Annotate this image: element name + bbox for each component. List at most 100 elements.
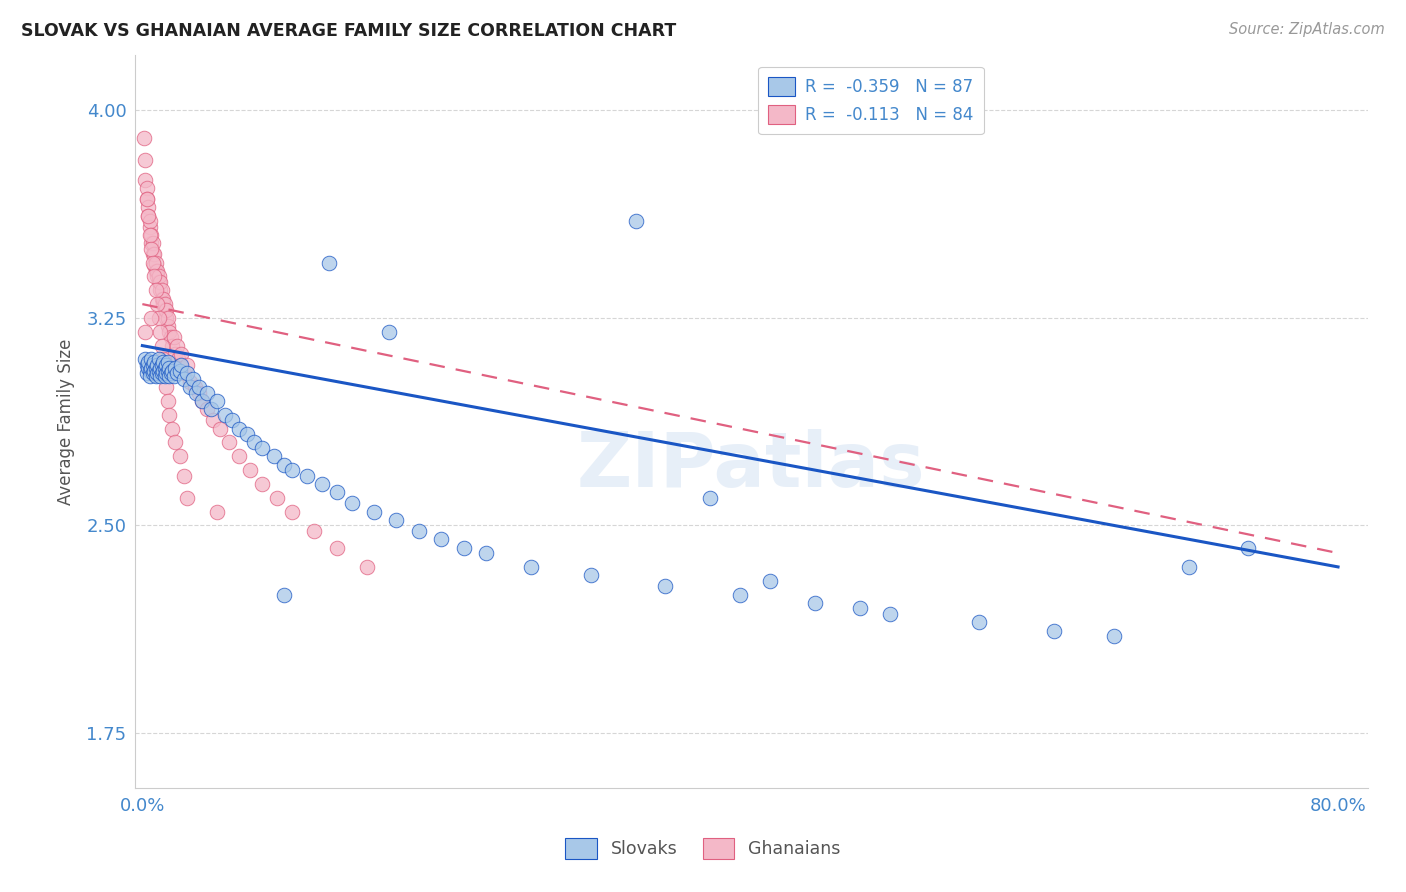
Point [179, 375, 201, 389]
Point [135, 192, 157, 206]
Point [152, 363, 174, 377]
Point [135, 192, 157, 206]
Point [142, 236, 165, 251]
Point [150, 366, 173, 380]
Point [141, 360, 163, 375]
Point [157, 369, 180, 384]
Point [166, 338, 188, 352]
Point [152, 297, 174, 311]
Point [134, 352, 156, 367]
Point [165, 360, 187, 375]
Point [136, 209, 159, 223]
Point [228, 450, 250, 464]
Point [200, 402, 222, 417]
Point [141, 227, 163, 242]
Point [156, 393, 179, 408]
Text: Source: ZipAtlas.com: Source: ZipAtlas.com [1229, 22, 1385, 37]
Point [163, 330, 186, 344]
Point [173, 366, 195, 380]
Point [142, 255, 165, 269]
Point [162, 363, 184, 377]
Point [149, 369, 172, 384]
Point [143, 247, 166, 261]
Point [1177, 560, 1199, 574]
Point [149, 275, 172, 289]
Point [150, 292, 173, 306]
Point [170, 347, 193, 361]
Point [236, 427, 259, 442]
Point [475, 546, 498, 560]
Point [145, 255, 167, 269]
Point [205, 393, 228, 408]
Point [159, 330, 181, 344]
Point [250, 441, 273, 455]
Point [156, 363, 179, 377]
Point [167, 352, 190, 367]
Point [176, 491, 198, 505]
Point [191, 393, 214, 408]
Point [136, 200, 159, 214]
Point [654, 579, 676, 593]
Point [165, 347, 187, 361]
Point [162, 421, 184, 435]
Point [453, 541, 475, 555]
Point [205, 505, 228, 519]
Point [149, 360, 172, 375]
Point [1043, 624, 1066, 638]
Point [188, 380, 211, 394]
Point [273, 588, 295, 602]
Point [218, 435, 240, 450]
Point [181, 372, 204, 386]
Point [166, 366, 188, 380]
Point [520, 560, 543, 574]
Point [150, 338, 173, 352]
Point [1102, 629, 1125, 643]
Point [146, 366, 169, 380]
Point [281, 463, 304, 477]
Point [155, 358, 177, 372]
Point [209, 421, 232, 435]
Point [139, 214, 162, 228]
Point [169, 363, 191, 377]
Point [228, 421, 250, 435]
Point [173, 468, 195, 483]
Point [162, 338, 184, 352]
Point [176, 358, 198, 372]
Point [728, 588, 751, 602]
Point [143, 355, 166, 369]
Point [969, 615, 991, 630]
Text: SLOVAK VS GHANAIAN AVERAGE FAMILY SIZE CORRELATION CHART: SLOVAK VS GHANAIAN AVERAGE FAMILY SIZE C… [21, 22, 676, 40]
Point [141, 242, 163, 256]
Point [170, 358, 193, 372]
Y-axis label: Average Family Size: Average Family Size [58, 338, 75, 505]
Point [153, 302, 176, 317]
Point [153, 369, 176, 384]
Point [139, 363, 162, 377]
Legend: R =  -0.359   N = 87, R =  -0.113   N = 84: R = -0.359 N = 87, R = -0.113 N = 84 [758, 67, 984, 134]
Point [214, 408, 236, 422]
Point [159, 366, 181, 380]
Point [325, 541, 347, 555]
Point [759, 574, 782, 588]
Point [295, 468, 318, 483]
Point [157, 360, 180, 375]
Point [135, 181, 157, 195]
Point [281, 505, 304, 519]
Point [141, 236, 163, 251]
Point [142, 358, 165, 372]
Text: ZIPatlas: ZIPatlas [576, 429, 925, 503]
Point [363, 505, 385, 519]
Point [142, 247, 165, 261]
Point [148, 275, 170, 289]
Point [152, 352, 174, 367]
Point [155, 366, 177, 380]
Point [186, 385, 208, 400]
Point [153, 366, 176, 380]
Point [183, 380, 205, 394]
Point [149, 283, 172, 297]
Point [221, 413, 243, 427]
Point [143, 363, 166, 377]
Point [163, 369, 186, 384]
Point [134, 325, 156, 339]
Point [157, 408, 180, 422]
